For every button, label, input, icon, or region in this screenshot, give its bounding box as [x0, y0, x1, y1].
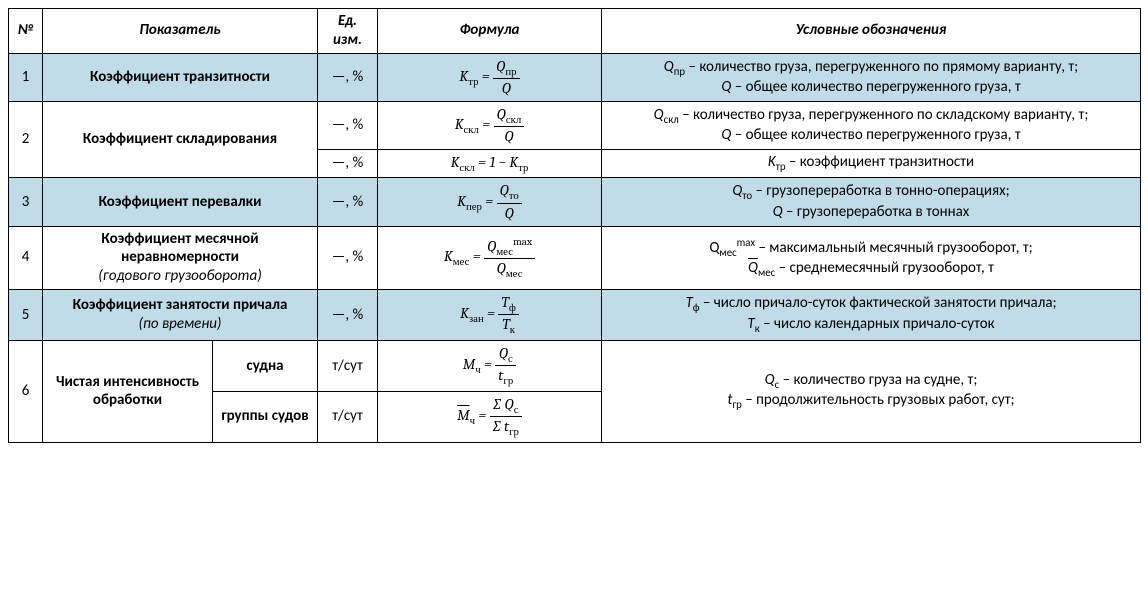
- table-row: 6 Чистая интенсивность обработки судна т…: [9, 340, 1141, 391]
- table-row: 5 Коэффициент занятости причала(по време…: [9, 289, 1141, 340]
- indicators-table: № Показатель Ед. изм. Формула Условные о…: [8, 8, 1141, 443]
- cell-formula: Mч = ∑ Qс∑ tгр: [378, 391, 602, 442]
- cell-num: 4: [9, 226, 43, 289]
- cell-formula: Kзан = TфTк: [378, 289, 602, 340]
- cell-unit: —, %: [318, 149, 378, 177]
- cell-unit: —, %: [318, 289, 378, 340]
- cell-num: 6: [9, 340, 43, 442]
- cell-name: Коэффициент перевалки: [43, 178, 318, 226]
- cell-desc: Qскл – количество груза, перегруженного …: [602, 101, 1141, 149]
- cell-formula: Kтр = QпрQ: [378, 53, 602, 101]
- cell-desc: Qмесmax – максимальный месячный грузообо…: [602, 226, 1141, 289]
- cell-desc: Qс – количество груза на судне, т;tгр – …: [602, 340, 1141, 442]
- cell-num: 1: [9, 53, 43, 101]
- cell-unit: т/сут: [318, 340, 378, 391]
- table-row: 1 Коэффициент транзитности —, % Kтр = Qп…: [9, 53, 1141, 101]
- cell-formula: Kмес = QмесmaxQмес: [378, 226, 602, 289]
- cell-unit: —, %: [318, 101, 378, 149]
- cell-num: 2: [9, 101, 43, 178]
- cell-name: Коэффициент занятости причала(по времени…: [43, 289, 318, 340]
- header-row: № Показатель Ед. изм. Формула Условные о…: [9, 9, 1141, 54]
- th-name: Показатель: [43, 9, 318, 54]
- cell-desc: Tф – число причало-суток фактической зан…: [602, 289, 1141, 340]
- cell-unit: —, %: [318, 226, 378, 289]
- cell-num: 5: [9, 289, 43, 340]
- cell-formula: Kпер = QтоQ: [378, 178, 602, 226]
- cell-formula: Kскл = QсклQ: [378, 101, 602, 149]
- cell-formula: Kскл = 1 − Kтр: [378, 149, 602, 177]
- th-unit: Ед. изм.: [318, 9, 378, 54]
- cell-formula: Mч = Qсtгр: [378, 340, 602, 391]
- cell-desc: Kтр – коэффициент транзитности: [602, 149, 1141, 177]
- cell-unit: —, %: [318, 53, 378, 101]
- cell-name: Чистая интенсивность обработки: [43, 340, 213, 442]
- table-row: 3 Коэффициент перевалки —, % Kпер = QтоQ…: [9, 178, 1141, 226]
- th-num: №: [9, 9, 43, 54]
- cell-num: 3: [9, 178, 43, 226]
- cell-subname: группы судов: [213, 391, 318, 442]
- cell-name: Коэффициент складирования: [43, 101, 318, 178]
- cell-unit: т/сут: [318, 391, 378, 442]
- cell-unit: —, %: [318, 178, 378, 226]
- cell-name: Коэффициент транзитности: [43, 53, 318, 101]
- th-formula: Формула: [378, 9, 602, 54]
- cell-desc: Qто – грузопереработка в тонно-операциях…: [602, 178, 1141, 226]
- cell-subname: судна: [213, 340, 318, 391]
- table-row: 2 Коэффициент складирования —, % Kскл = …: [9, 101, 1141, 149]
- cell-desc: Qпр – количество груза, перегруженного п…: [602, 53, 1141, 101]
- table-row: 4 Коэффициент месячной неравномерности(г…: [9, 226, 1141, 289]
- cell-name: Коэффициент месячной неравномерности(год…: [43, 226, 318, 289]
- th-desc: Условные обозначения: [602, 9, 1141, 54]
